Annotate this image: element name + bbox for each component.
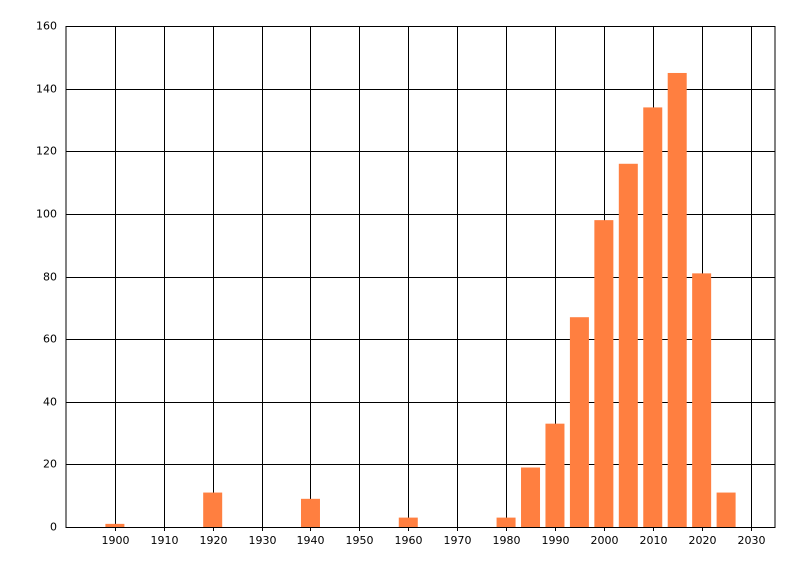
bar: [545, 423, 565, 527]
x-tick-label: 1900: [102, 534, 130, 547]
x-tick-label: 2030: [738, 534, 766, 547]
y-tick-label: 140: [36, 83, 57, 96]
y-tick-label: 20: [43, 458, 57, 471]
bar: [594, 220, 614, 527]
x-tick-label: 2010: [640, 534, 668, 547]
bar: [716, 492, 736, 527]
bar: [203, 492, 223, 527]
y-tick-label: 160: [36, 20, 57, 33]
bar: [105, 523, 125, 527]
bar: [667, 72, 687, 527]
x-tick-label: 1930: [249, 534, 277, 547]
bar: [569, 317, 589, 527]
bar: [618, 163, 638, 527]
y-tick-label: 100: [36, 208, 57, 221]
x-tick-label: 1910: [151, 534, 179, 547]
x-tick-label: 2000: [591, 534, 619, 547]
y-tick-label: 40: [43, 396, 57, 409]
bar: [643, 107, 663, 527]
x-tick-label: 1960: [395, 534, 423, 547]
bar: [692, 273, 712, 527]
bar: [398, 517, 418, 527]
x-tick-label: 1990: [542, 534, 570, 547]
bar: [300, 498, 320, 527]
y-tick-label: 80: [43, 271, 57, 284]
x-tick-label: 2020: [689, 534, 717, 547]
x-tick-label: 1920: [200, 534, 228, 547]
y-tick-label: 120: [36, 145, 57, 158]
y-tick-label: 60: [43, 333, 57, 346]
x-tick-label: 1980: [493, 534, 521, 547]
bar: [521, 467, 541, 527]
bar: [496, 517, 516, 527]
y-tick-label: 0: [50, 521, 57, 534]
x-tick-label: 1950: [346, 534, 374, 547]
x-tick-label: 1970: [444, 534, 472, 547]
x-tick-label: 1940: [297, 534, 325, 547]
